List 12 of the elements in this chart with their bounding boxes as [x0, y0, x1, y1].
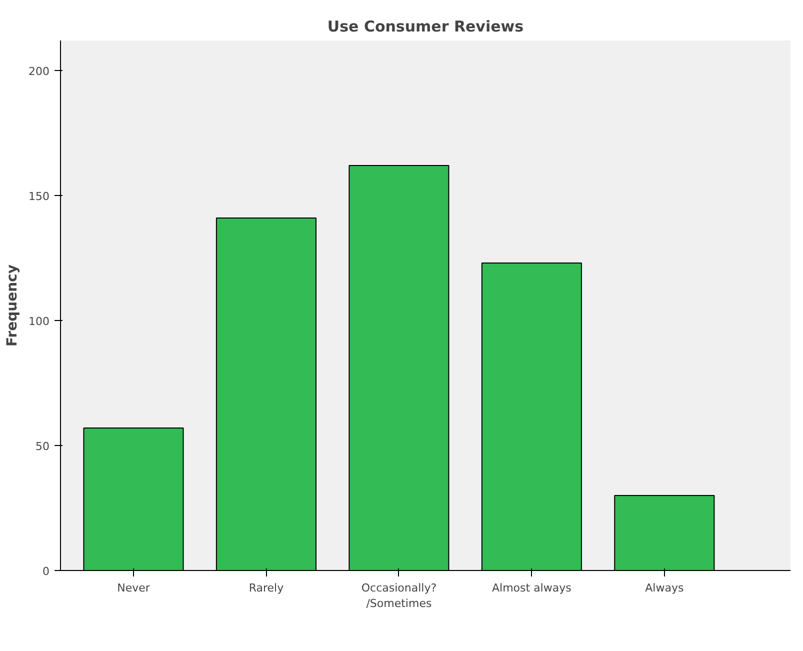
y-tick-label: 200 — [28, 65, 50, 78]
y-tick-label: 100 — [28, 315, 50, 328]
y-tick-label: 0 — [42, 565, 50, 578]
chart-title: Use Consumer Reviews — [327, 18, 524, 36]
y-tick-label: 50 — [36, 440, 50, 453]
x-tick-label: Rarely — [248, 582, 284, 594]
x-tick-label: Almost always — [492, 582, 572, 594]
x-tick-label: Always — [645, 582, 684, 594]
x-tick-label: Occasionally? /Sometimes — [361, 582, 437, 610]
x-tick-label: Never — [117, 582, 150, 594]
y-tick-label: 150 — [28, 190, 50, 203]
y-axis-title: Frequency — [4, 264, 21, 346]
